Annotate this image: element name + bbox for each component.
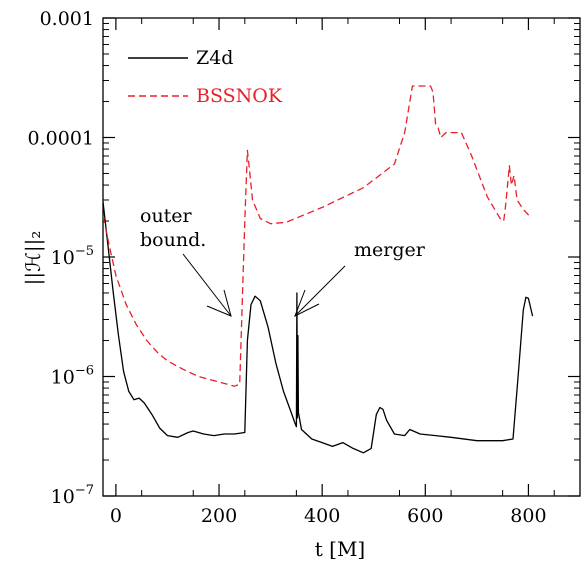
series-line-bssnok [103,85,530,387]
annotation-merger-arrow [294,265,346,317]
annotation-outer-boundary: outer bound. [140,205,232,317]
x-axis-title: t [M] [315,537,365,561]
annotation-merger-arrowhead [294,289,320,318]
annotation-outer-line1: outer [140,205,193,227]
legend-label-z4d: Z4d [196,47,233,69]
y-axis-title: ||ℋ||₂ [21,231,46,286]
x-tick-label: 200 [201,505,237,527]
annotation-outer-line2: bound. [140,229,206,251]
annotation-merger-label: merger [354,239,426,261]
y-tick-label: 0.0001 [28,128,94,150]
y-tick-label: 10−7 [51,483,94,508]
annotation-outer-arrow [182,253,232,317]
x-tick-label: 0 [110,505,122,527]
y-tick-label: 10−6 [51,364,94,389]
x-tick-label: 600 [407,505,443,527]
y-tick-label: 0.001 [40,8,94,30]
x-tick-label: 800 [510,505,546,527]
x-tick-label: 400 [304,505,340,527]
plot-frame [102,17,581,497]
annotation-merger: merger [294,239,426,318]
y-tick-label: 10−5 [51,244,94,269]
legend-label-bssnok: BSSNOK [196,85,283,107]
legend: Z4d BSSNOK [128,47,283,107]
annotation-outer-arrowhead [206,289,232,317]
series-line-z4d [103,201,534,454]
